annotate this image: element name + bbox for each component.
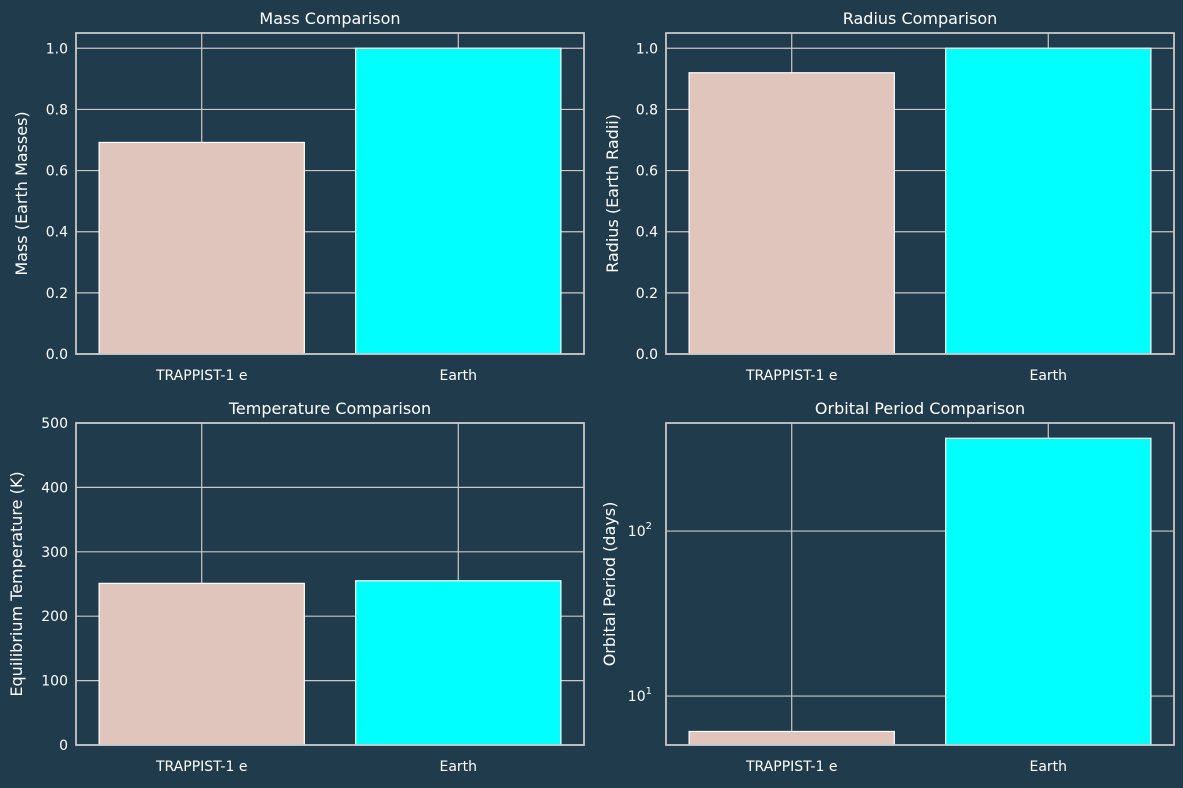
y-tick-label: 0.8 — [46, 102, 68, 118]
y-tick-label: 0.6 — [636, 164, 658, 180]
subplot-temperature: Temperature Comparison Equilibrium Tempe… — [7, 399, 585, 775]
subplot-orbital-period: Orbital Period Comparison Orbital Period… — [600, 399, 1175, 775]
x-tick-label: Earth — [1030, 759, 1068, 775]
y-tick-label: 300 — [41, 545, 68, 561]
chart-title: Temperature Comparison — [228, 399, 431, 418]
y-tick-label: 500 — [41, 416, 68, 432]
y-axis-label: Equilibrium Temperature (K) — [7, 471, 26, 696]
y-tick-label: 0.0 — [636, 347, 658, 363]
x-tick-label: Earth — [440, 759, 478, 775]
x-tick-label: Earth — [440, 368, 478, 384]
y-tick-label: 200 — [41, 609, 68, 625]
y-tick-label: 0.4 — [636, 225, 658, 241]
axes-frame — [75, 422, 585, 746]
y-tick-label: 0 — [59, 738, 68, 754]
x-tick-label: TRAPPIST-1 e — [745, 759, 837, 775]
y-tick-label: 1.0 — [46, 41, 68, 57]
axes-frame — [75, 32, 585, 355]
chart-title: Mass Comparison — [259, 9, 400, 28]
y-tick-label: 0.4 — [46, 225, 68, 241]
bar-trappist-1-e — [688, 730, 895, 746]
bar-trappist-1-e — [98, 141, 305, 355]
bar-trappist-1-e — [98, 582, 305, 746]
subplot-mass: Mass Comparison Mass (Earth Masses) 0.0 0… — [12, 9, 585, 384]
y-tick-label: 101 — [628, 686, 652, 705]
y-tick-label: 0.2 — [636, 286, 658, 302]
y-tick-label: 0.6 — [46, 164, 68, 180]
axes-frame — [665, 32, 1175, 355]
bar-trappist-1-e — [688, 72, 895, 355]
y-tick-label: 100 — [41, 674, 68, 690]
y-tick-label: 0.2 — [46, 286, 68, 302]
chart-title: Orbital Period Comparison — [815, 399, 1025, 418]
y-tick-label: 400 — [41, 480, 68, 496]
chart-title: Radius Comparison — [843, 9, 998, 28]
bar-earth — [945, 437, 1152, 746]
y-tick-label: 102 — [628, 521, 652, 540]
y-axis-label: Radius (Earth Radii) — [603, 114, 622, 273]
y-tick-label: 0.0 — [46, 347, 68, 363]
bar-earth — [945, 47, 1152, 355]
y-axis-label: Mass (Earth Masses) — [12, 111, 31, 275]
x-tick-label: TRAPPIST-1 e — [155, 759, 247, 775]
x-tick-label: TRAPPIST-1 e — [155, 368, 247, 384]
y-tick-label: 0.8 — [636, 102, 658, 118]
y-tick-label: 1.0 — [636, 41, 658, 57]
bar-earth — [355, 580, 562, 746]
subplot-radius: Radius Comparison Radius (Earth Radii) 0… — [603, 9, 1175, 384]
axes-frame — [665, 422, 1175, 746]
y-axis-label: Orbital Period (days) — [600, 502, 619, 667]
x-tick-label: TRAPPIST-1 e — [745, 368, 837, 384]
x-tick-label: Earth — [1030, 368, 1068, 384]
bar-earth — [355, 47, 562, 355]
